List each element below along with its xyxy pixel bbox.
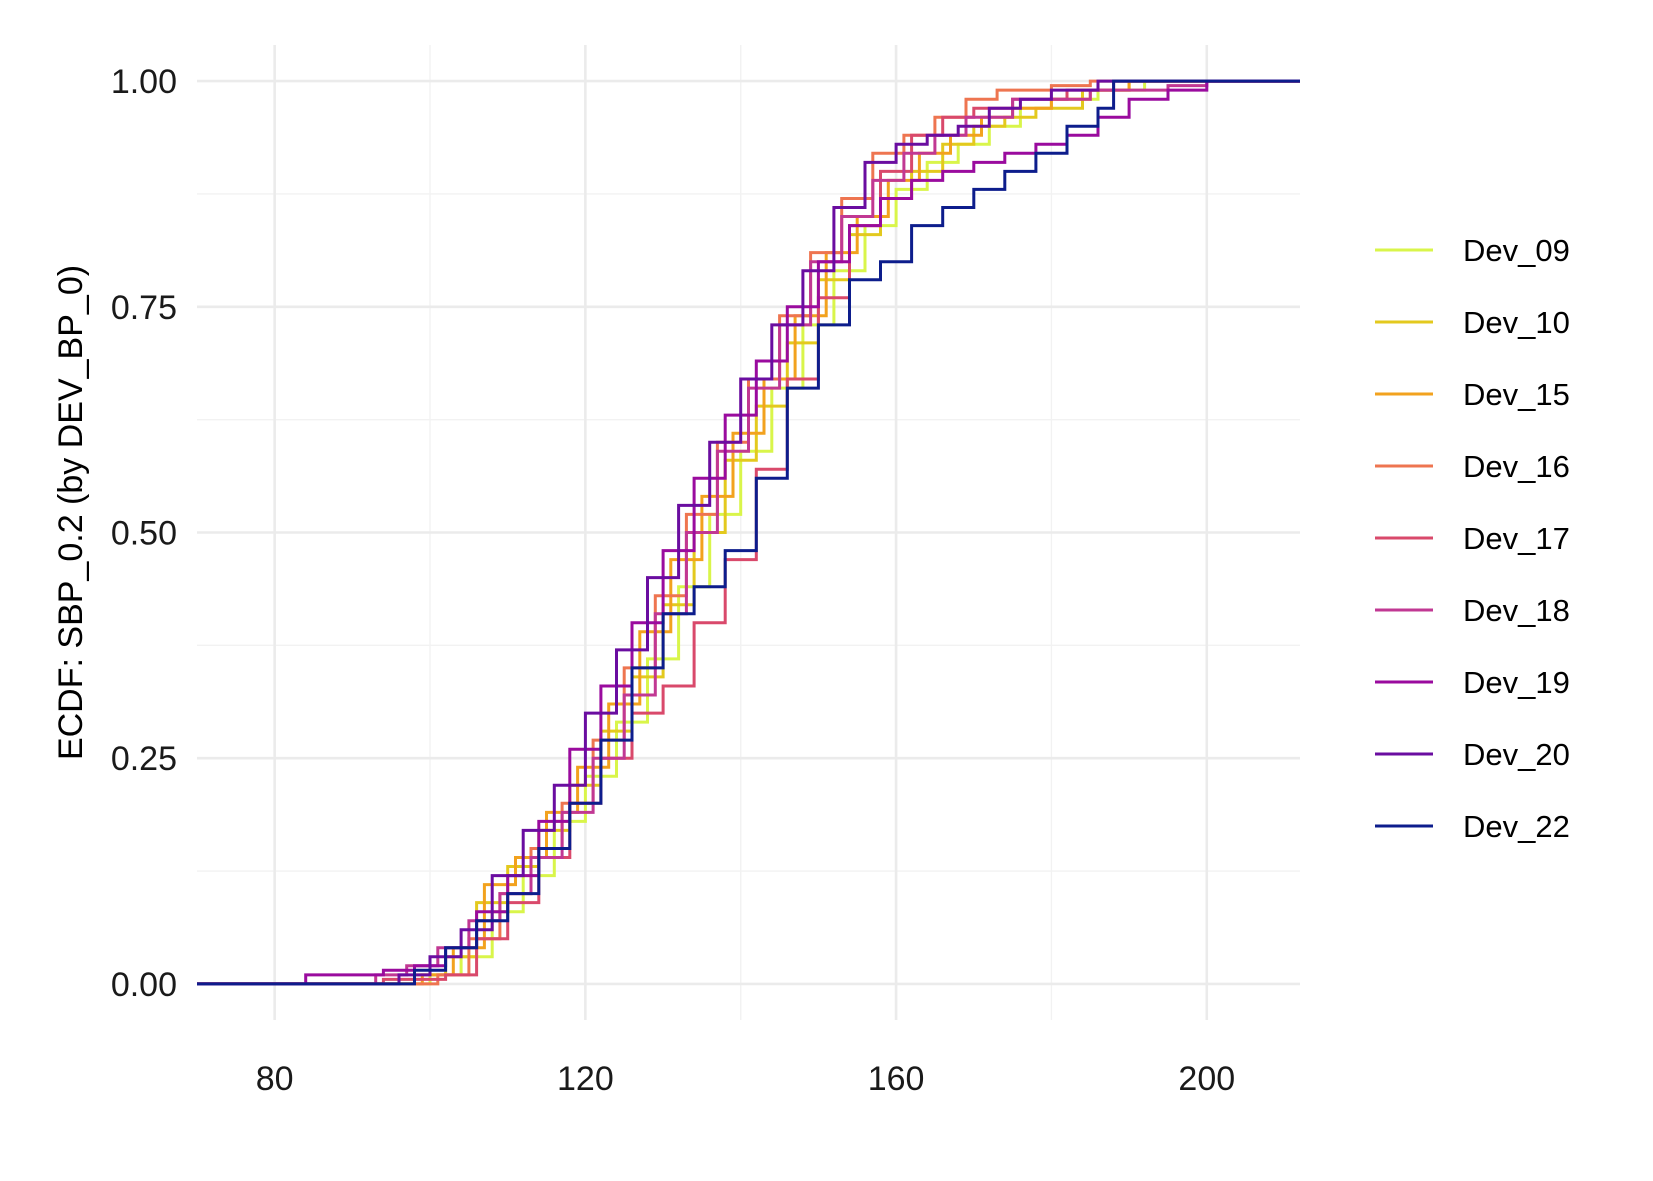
legend-item-dev-16: Dev_16 — [1375, 449, 1570, 484]
legend-item-dev-15: Dev_15 — [1375, 377, 1570, 412]
y-tick-label: 0.50 — [111, 515, 177, 553]
legend-item-dev-09: Dev_09 — [1375, 233, 1570, 268]
series-line-dev-22 — [197, 79, 1300, 986]
legend-label: Dev_09 — [1463, 233, 1570, 268]
legend-label: Dev_19 — [1463, 665, 1570, 700]
x-tick-label: 200 — [1178, 1060, 1235, 1098]
legend: Dev_09 Dev_10 Dev_15 Dev_16 Dev_17 Dev_18 Dev_… — [1375, 233, 1570, 844]
y-axis-title: ECDF: SBP_0.2 (by DEV_BP_0) — [52, 265, 90, 760]
legend-label: Dev_22 — [1463, 809, 1570, 844]
grid — [197, 45, 1300, 1020]
legend-item-dev-19: Dev_19 — [1375, 665, 1570, 700]
legend-label: Dev_20 — [1463, 737, 1570, 772]
legend-label: Dev_18 — [1463, 593, 1570, 628]
legend-label: Dev_15 — [1463, 377, 1570, 412]
x-tick-label: 120 — [557, 1060, 614, 1098]
legend-item-dev-10: Dev_10 — [1375, 305, 1570, 340]
legend-label: Dev_10 — [1463, 305, 1570, 340]
legend-label: Dev_17 — [1463, 521, 1570, 556]
y-tick-label: 1.00 — [111, 63, 177, 101]
series-line-dev-09 — [197, 79, 1300, 986]
series-line-dev-18 — [197, 79, 1300, 986]
series-line-dev-20 — [197, 79, 1300, 986]
x-tick-label: 160 — [868, 1060, 925, 1098]
legend-item-dev-20: Dev_20 — [1375, 737, 1570, 772]
axes: 80 120 160 200 0.00 0.25 0.50 0.75 1.00 — [111, 63, 1235, 1098]
series-lines — [197, 79, 1300, 986]
legend-label: Dev_16 — [1463, 449, 1570, 484]
legend-item-dev-17: Dev_17 — [1375, 521, 1570, 556]
legend-item-dev-18: Dev_18 — [1375, 593, 1570, 628]
legend-item-dev-22: Dev_22 — [1375, 809, 1570, 844]
y-tick-label: 0.75 — [111, 289, 177, 327]
y-tick-label: 0.00 — [111, 966, 177, 1004]
y-tick-label: 0.25 — [111, 740, 177, 778]
x-tick-label: 80 — [256, 1060, 294, 1098]
